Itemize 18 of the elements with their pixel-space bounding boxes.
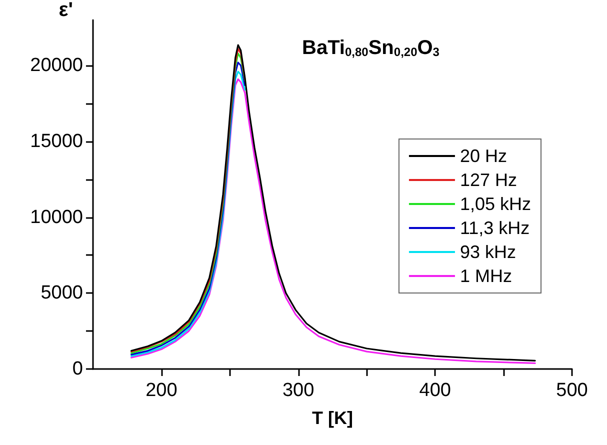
legend-label: 1 MHz [460, 266, 512, 286]
legend-label: 11,3 kHz [460, 218, 530, 238]
y-tick-label: 15000 [30, 130, 83, 152]
x-tick-label: 300 [282, 380, 314, 401]
annotation: BaTi0,80Sn0,20O3 [302, 37, 440, 59]
y-tick-label: 0 [72, 358, 83, 380]
legend-label: 127 Hz [460, 170, 518, 190]
y-tick-label: 10000 [30, 206, 83, 228]
legend-label: 93 kHz [460, 242, 516, 262]
x-tick-label: 200 [146, 380, 178, 401]
x-axis-title: T [K] [312, 408, 353, 428]
y-tick-label: 20000 [30, 55, 83, 76]
x-tick-label: 500 [556, 380, 588, 401]
y-axis-title: ε' [58, 0, 73, 21]
y-tick-label: 5000 [40, 282, 83, 304]
legend-label: 20 Hz [460, 146, 507, 166]
legend-label: 1,05 kHz [460, 194, 532, 214]
x-tick-label: 400 [419, 380, 451, 401]
